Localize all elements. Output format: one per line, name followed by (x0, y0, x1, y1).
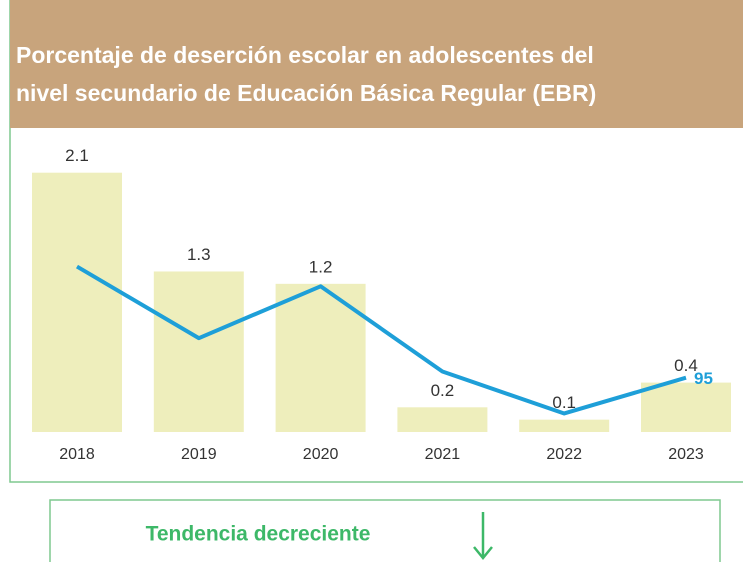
chart-title: Porcentaje de deserción escolar en adole… (16, 42, 594, 68)
value-label: 1.2 (309, 257, 333, 276)
bar (153, 271, 244, 432)
value-label: 2.1 (65, 146, 89, 165)
value-label: 0.2 (431, 381, 455, 400)
bar (519, 419, 610, 432)
x-tick-label: 2020 (303, 446, 339, 463)
x-tick-label: 2021 (425, 446, 461, 463)
bar (397, 407, 488, 432)
annotation: 95 (694, 369, 713, 388)
arrow-head (473, 546, 493, 560)
value-label: 1.3 (187, 245, 211, 264)
chart-title: nivel secundario de Educación Básica Reg… (16, 80, 596, 106)
x-tick-label: 2019 (181, 446, 217, 463)
x-tick-label: 2018 (59, 446, 95, 463)
value-label: 0.1 (552, 393, 576, 412)
x-tick-label: 2023 (668, 446, 704, 463)
bar (641, 382, 731, 432)
bar (32, 172, 122, 432)
footer-text: Tendencia decreciente (146, 523, 371, 546)
footer-box (49, 499, 721, 562)
x-tick-label: 2022 (546, 446, 582, 463)
trend-line (75, 264, 687, 416)
value-label: 0.4 (674, 356, 698, 375)
title-band (10, 0, 743, 128)
